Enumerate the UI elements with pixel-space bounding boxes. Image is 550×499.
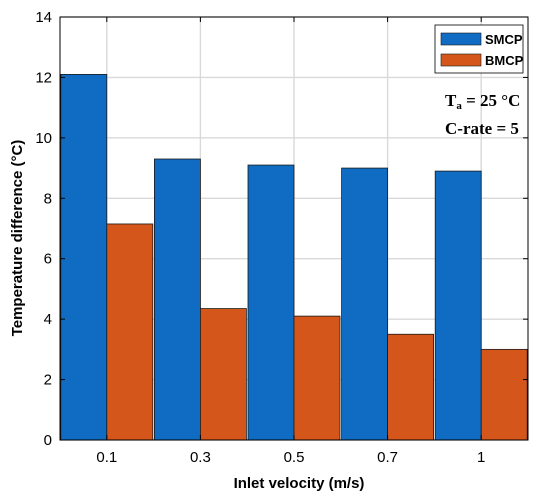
y-tick-label: 10 <box>35 130 52 147</box>
bar-smcp-0.3 <box>153 158 201 441</box>
x-tick-label: 1 <box>477 449 485 466</box>
y-tick-label: 6 <box>44 251 52 268</box>
legend-swatch-smcp <box>440 32 482 46</box>
bar-bmcp-0.5 <box>293 315 341 441</box>
bar-bmcp-0.7 <box>387 333 435 441</box>
legend-label-smcp: SMCP <box>485 32 523 47</box>
y-tick-label: 8 <box>44 190 52 207</box>
x-tick-label: 0.7 <box>377 449 398 466</box>
y-tick-label: 2 <box>44 372 52 389</box>
legend: SMCP BMCP <box>434 24 524 74</box>
x-tick-label: 0.5 <box>284 449 305 466</box>
y-axis-ticks: 0 2 4 6 8 10 12 14 <box>35 9 528 449</box>
x-tick-label: 0.3 <box>190 449 211 466</box>
y-tick-label: 12 <box>35 69 52 86</box>
bar-bmcp-1 <box>480 348 528 441</box>
x-axis-ticks: 0.1 0.3 0.5 0.7 1 <box>96 17 485 466</box>
c-rate-annotation: C-rate = 5 <box>445 119 519 138</box>
bar-smcp-0.5 <box>247 164 295 441</box>
bar-bmcp-0.3 <box>199 308 247 441</box>
y-tick-label: 14 <box>35 9 52 26</box>
legend-swatch-bmcp <box>440 53 482 67</box>
x-tick-label: 0.1 <box>96 449 117 466</box>
bar-bmcp-0.1 <box>106 223 154 441</box>
bar-smcp-0.1 <box>60 74 108 441</box>
bar-smcp-0.7 <box>341 167 389 441</box>
x-axis-label: Inlet velocity (m/s) <box>234 475 365 492</box>
ambient-temperature-annotation: Ta = 25 °C <box>445 91 520 112</box>
y-tick-label: 0 <box>44 432 52 449</box>
legend-label-bmcp: BMCP <box>485 53 524 68</box>
bars <box>60 74 528 441</box>
y-tick-label: 4 <box>44 311 52 328</box>
y-axis-label: Temperature difference (°C) <box>9 140 26 337</box>
bar-smcp-1 <box>434 170 482 441</box>
